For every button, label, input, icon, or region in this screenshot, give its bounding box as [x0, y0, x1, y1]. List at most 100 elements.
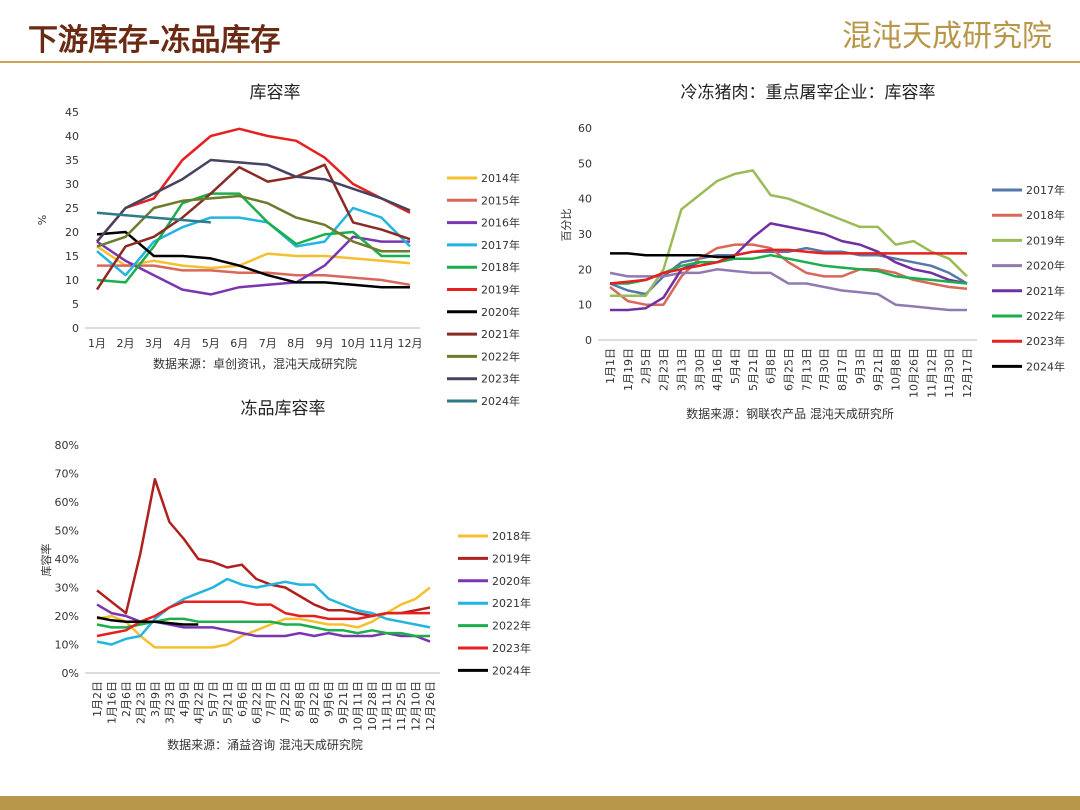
y-axis-label: 库容率 [39, 544, 53, 577]
x-tick-label: 1月 [88, 337, 106, 350]
legend-label: 2019年 [492, 551, 531, 565]
y-tick-label: 30 [578, 228, 592, 241]
x-tick-label: 9月3日 [854, 348, 867, 384]
x-tick-label: 7月22日 [279, 681, 292, 724]
header-rule [0, 61, 1080, 63]
chart-note: 数据来源：卓创资讯，混沌天成研究院 [153, 356, 357, 371]
legend-label: 2023年 [492, 641, 531, 655]
x-tick-label: 12月26日 [424, 681, 437, 731]
y-tick-label: 35 [65, 154, 79, 167]
x-tick-label: 3月30日 [693, 348, 706, 391]
x-tick-label: 11月30日 [943, 348, 956, 398]
series-line [97, 264, 411, 287]
legend-label: 2024年 [1026, 359, 1065, 373]
y-tick-label: 45 [65, 106, 79, 119]
x-tick-label: 4月 [173, 337, 191, 350]
series-line [96, 127, 411, 243]
x-tick-label: 11月 [369, 337, 394, 350]
x-tick-label: 10月11日 [352, 681, 365, 731]
series-line [96, 477, 431, 618]
x-tick-label: 2月5日 [640, 348, 653, 384]
y-tick-label: 40 [65, 130, 79, 143]
y-tick-label: 40 [578, 193, 592, 206]
x-tick-label: 12月17日 [961, 348, 974, 398]
series-line [96, 586, 431, 649]
x-tick-label: 10月26日 [907, 348, 920, 398]
x-tick-label: 6月22日 [250, 681, 263, 724]
chart-note: 数据来源：钢联农产品 混沌天成研究所 [686, 406, 894, 421]
legend-label: 2024年 [481, 394, 520, 408]
legend-label: 2016年 [481, 216, 520, 230]
legend-label: 2021年 [492, 596, 531, 610]
x-tick-label: 4月16日 [711, 348, 724, 391]
legend-label: 2021年 [481, 327, 520, 341]
y-tick-label: 5 [72, 298, 79, 311]
series-line [609, 248, 967, 285]
footer-bar [0, 796, 1080, 810]
y-tick-label: 30% [55, 582, 79, 595]
legend-label: 2018年 [492, 529, 531, 543]
x-tick-label: 2月23日 [658, 348, 671, 391]
x-tick-label: 5月7日 [207, 681, 220, 717]
x-tick-label: 9月21日 [337, 681, 350, 724]
y-tick-label: 0 [585, 334, 592, 347]
x-tick-label: 7月30日 [818, 348, 831, 391]
x-tick-label: 3月 [145, 337, 163, 350]
x-tick-label: 5月 [202, 337, 220, 350]
legend-label: 2017年 [481, 238, 520, 252]
y-axis-label: % [36, 215, 49, 225]
x-tick-label: 7月 [259, 337, 277, 350]
x-tick-label: 2月23日 [134, 681, 147, 724]
series-line [96, 211, 211, 224]
series-line [96, 206, 411, 277]
x-tick-label: 9月6日 [323, 681, 336, 717]
y-tick-label: 60 [578, 122, 592, 135]
x-tick-label: 6月6日 [236, 681, 249, 717]
chart-title: 库容率 [250, 83, 301, 103]
series-line [610, 252, 735, 259]
x-tick-label: 6月8日 [765, 348, 778, 384]
x-tick-label: 3月23日 [163, 681, 176, 724]
y-tick-label: 30 [65, 178, 79, 191]
x-tick-label: 5月21日 [221, 681, 234, 724]
series-line [610, 222, 968, 312]
legend-label: 2023年 [481, 372, 520, 386]
y-tick-label: 10 [65, 274, 79, 287]
legend-label: 2019年 [1026, 233, 1065, 247]
y-tick-label: 50% [55, 525, 79, 538]
series-line [610, 169, 968, 298]
slide-title: 下游库存-冻品库存 [28, 23, 280, 58]
x-tick-label: 2月6日 [120, 681, 133, 717]
series-line [96, 616, 199, 626]
y-tick-label: 80% [55, 439, 79, 452]
legend-label: 2014年 [481, 171, 520, 185]
legend-label: 2022年 [481, 349, 520, 363]
x-tick-label: 10月28日 [366, 681, 379, 731]
x-tick-label: 8月8日 [294, 681, 307, 717]
y-tick-label: 0 [72, 322, 79, 335]
x-tick-label: 7月7日 [265, 681, 278, 717]
x-tick-label: 7月13日 [800, 348, 813, 391]
x-tick-label: 11月12日 [925, 348, 938, 398]
series-line [95, 163, 411, 291]
y-tick-label: 70% [55, 468, 79, 481]
legend-label: 2020年 [492, 574, 531, 588]
x-tick-label: 1月1日 [604, 348, 617, 384]
legend-label: 2017年 [1026, 183, 1065, 197]
y-axis-label: 百分比 [560, 209, 573, 242]
x-tick-label: 2月 [116, 337, 134, 350]
x-tick-label: 11月11日 [381, 681, 394, 731]
y-tick-label: 20% [55, 610, 79, 623]
logo: 混沌天成研究院 [842, 19, 1052, 54]
x-tick-label: 10月8日 [890, 348, 903, 391]
x-tick-label: 8月 [287, 337, 305, 350]
legend-label: 2023年 [1026, 334, 1065, 348]
x-tick-label: 8月22日 [308, 681, 321, 724]
x-tick-label: 6月 [230, 337, 248, 350]
x-tick-label: 4月22日 [192, 681, 205, 724]
series-line [96, 230, 410, 289]
y-tick-label: 15 [65, 250, 79, 263]
x-tick-label: 6月25日 [783, 348, 796, 391]
